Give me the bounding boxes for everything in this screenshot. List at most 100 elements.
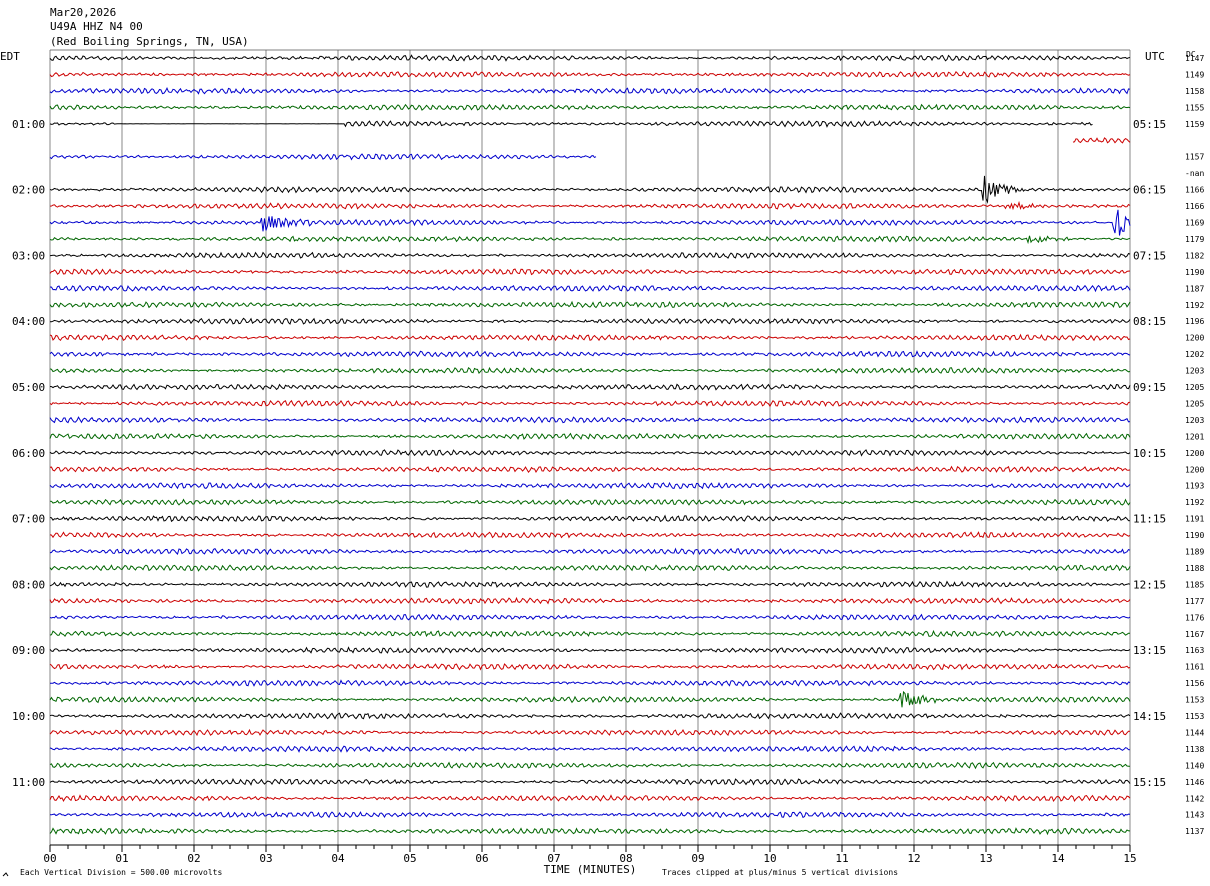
- dc-value: 1193: [1185, 482, 1204, 491]
- x-tick-label: 10: [763, 852, 776, 865]
- trace-line: [49, 70, 1131, 78]
- dc-value: 1182: [1185, 251, 1204, 260]
- trace-line: [49, 284, 1131, 293]
- dc-value: 1169: [1185, 219, 1204, 228]
- trace-line: [49, 175, 1131, 204]
- edt-hour-label: 08:00: [12, 578, 45, 591]
- dc-value: 1166: [1185, 202, 1204, 211]
- x-tick-label: 03: [259, 852, 272, 865]
- trace-line: [49, 120, 1093, 128]
- trace-line: [49, 728, 1130, 737]
- trace-lines: [49, 54, 1131, 836]
- trace-line: [49, 416, 1131, 424]
- trace-line: [49, 383, 1131, 391]
- dc-value: 1200: [1185, 465, 1204, 474]
- dc-value: 1192: [1185, 301, 1204, 310]
- trace-line: [50, 811, 1131, 819]
- dc-column-label: DC: [1186, 50, 1196, 59]
- station-label: U49A HHZ N4 00: [50, 20, 143, 33]
- x-tick-label: 01: [115, 852, 128, 865]
- trace-line: [49, 663, 1131, 671]
- dc-value: 1191: [1185, 515, 1204, 524]
- edt-axis-label: EDT: [0, 50, 20, 63]
- dc-value: 1190: [1185, 268, 1204, 277]
- trace-line: [49, 432, 1131, 440]
- trace-line: [49, 399, 1131, 408]
- dc-values: 1147 1149 1158 1155 1159 1157 -nan 1166 1166 1169…: [1185, 54, 1204, 836]
- utc-hour-label: 14:15: [1133, 710, 1166, 723]
- trace-line: [49, 613, 1131, 621]
- x-tick-label: 12: [907, 852, 920, 865]
- edt-hour-label: 09:00: [12, 644, 45, 657]
- utc-hour-label: 10:15: [1133, 447, 1166, 460]
- edt-hour-label: 07:00: [12, 513, 45, 526]
- trace-line: [49, 646, 1131, 654]
- dc-value: 1167: [1185, 630, 1204, 639]
- x-tick-label: 02: [187, 852, 200, 865]
- dc-value: 1163: [1185, 646, 1204, 655]
- dc-value: 1137: [1185, 827, 1204, 836]
- dc-value: 1192: [1185, 498, 1204, 507]
- dc-value: 1190: [1185, 531, 1204, 540]
- utc-hour-label: 11:15: [1133, 513, 1166, 526]
- trace-line: [1072, 137, 1131, 144]
- x-tick-label: 09: [691, 852, 704, 865]
- dc-value: 1155: [1185, 103, 1204, 112]
- trace-line: [49, 465, 1131, 474]
- dc-value: 1177: [1185, 597, 1204, 606]
- trace-line: [49, 712, 1131, 720]
- trace-line: [49, 153, 597, 161]
- dc-value: 1205: [1185, 399, 1204, 408]
- utc-axis-label: UTC: [1145, 50, 1165, 63]
- utc-hour-label: 06:15: [1133, 184, 1166, 197]
- dc-value: 1179: [1185, 235, 1204, 244]
- trace-line: [50, 317, 1131, 325]
- date-label: Mar20,2026: [50, 6, 116, 19]
- dc-value: 1161: [1185, 663, 1204, 672]
- x-tick-label: 06: [475, 852, 488, 865]
- edt-hour-label: 03:00: [12, 249, 45, 262]
- trace-line: [49, 209, 1131, 236]
- x-axis-title: TIME (MINUTES): [544, 863, 637, 876]
- utc-hour-labels: 05:15 06:15 07:15 08:15 09:15 10:15 11:15 12:15…: [1133, 118, 1166, 789]
- x-tick-label: 08: [619, 852, 632, 865]
- dc-value: 1203: [1185, 367, 1204, 376]
- clip-note: Traces clipped at plus/minus 5 vertical …: [662, 868, 898, 877]
- minute-gridlines: [49, 49, 1131, 845]
- x-tick-label: 05: [403, 852, 416, 865]
- utc-hour-label: 08:15: [1133, 315, 1166, 328]
- trace-line: [49, 745, 1131, 753]
- dc-value: 1200: [1185, 449, 1204, 458]
- dc-value: 1202: [1185, 350, 1204, 359]
- dc-value: 1140: [1185, 761, 1204, 770]
- utc-hour-label: 05:15: [1133, 118, 1166, 131]
- trace-line: [49, 514, 1131, 523]
- trace-line: [49, 629, 1130, 638]
- utc-hour-label: 12:15: [1133, 578, 1166, 591]
- edt-hour-label: 11:00: [12, 776, 45, 789]
- dc-value: 1153: [1185, 696, 1204, 705]
- trace-line: [49, 481, 1131, 490]
- edt-hour-label: 04:00: [12, 315, 45, 328]
- trace-line: [49, 333, 1131, 342]
- trace-line: [49, 827, 1131, 836]
- x-tick-label: 07: [547, 852, 560, 865]
- edt-hour-label: 05:00: [12, 381, 45, 394]
- x-tick-label: 13: [979, 852, 992, 865]
- dc-value: 1146: [1185, 778, 1204, 787]
- trace-line: [49, 531, 1131, 539]
- trace-line: [49, 580, 1131, 588]
- utc-hour-label: 09:15: [1133, 381, 1166, 394]
- trace-line: [49, 679, 1131, 687]
- dc-value: 1203: [1185, 416, 1204, 425]
- dc-value: 1185: [1185, 580, 1204, 589]
- dc-value: 1200: [1185, 334, 1204, 343]
- trace-line: [49, 690, 1131, 708]
- trace-line: [49, 761, 1131, 770]
- edt-hour-labels: 01:00 02:00 03:00 04:00 05:00 06:00 07:00 08:00…: [12, 118, 45, 789]
- dc-value: 1205: [1185, 383, 1204, 392]
- trace-line: [49, 794, 1131, 803]
- trace-line: [49, 87, 1131, 95]
- dc-value: 1143: [1185, 811, 1204, 820]
